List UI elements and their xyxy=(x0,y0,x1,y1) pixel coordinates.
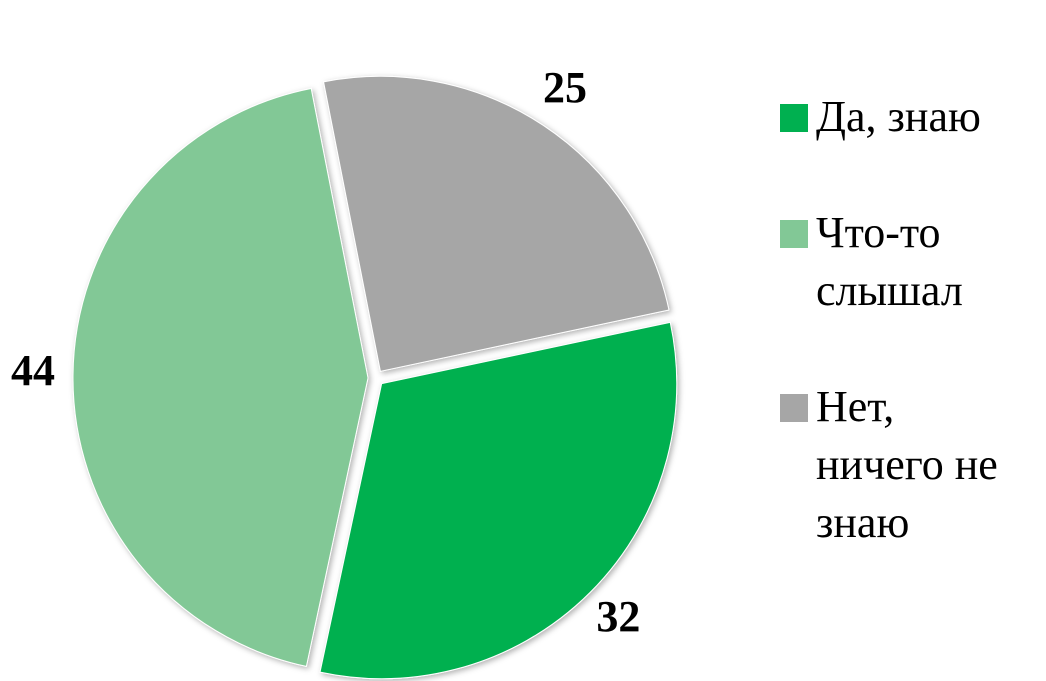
pie-slice xyxy=(322,75,670,372)
legend-swatch xyxy=(780,104,808,132)
legend-swatch xyxy=(780,394,808,422)
legend-item: Что-то слышал xyxy=(780,204,1030,320)
legend: Да, знаю Что-то слышал Нет, ничего не знаю xyxy=(780,88,1030,610)
pie-slice xyxy=(319,321,678,680)
data-label: 25 xyxy=(543,63,587,112)
data-label: 44 xyxy=(11,346,55,395)
pie-slice xyxy=(72,87,369,668)
chart: 32 44 25 xyxy=(11,63,678,680)
legend-label: Что-то слышал xyxy=(816,208,963,315)
legend-item: Да, знаю xyxy=(780,88,1030,146)
legend-label: Нет, ничего не знаю xyxy=(816,382,998,547)
legend-swatch xyxy=(780,220,808,248)
pie xyxy=(72,75,678,680)
legend-item: Нет, ничего не знаю xyxy=(780,378,1030,552)
data-label: 32 xyxy=(596,592,640,641)
legend-label: Да, знаю xyxy=(816,92,981,141)
